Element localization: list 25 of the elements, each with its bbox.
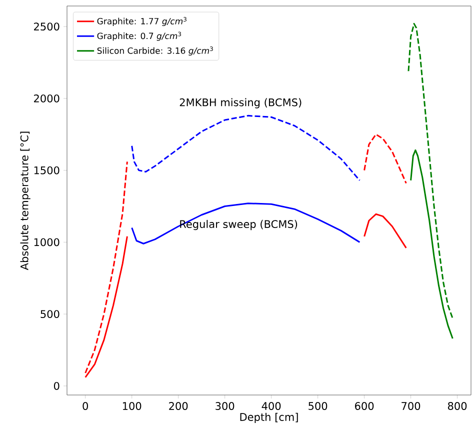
x-axis-title: Depth [cm] <box>240 412 298 423</box>
x-tick-label: 100 <box>122 402 142 410</box>
x-tick-label: 600 <box>355 402 374 410</box>
y-tick-label: 1000 <box>34 238 60 246</box>
x-tick-label: 800 <box>448 402 467 410</box>
x-tick-label: 0 <box>82 402 88 410</box>
legend-label: Graphite: 1.77 g/cm$^{3}$ <box>97 16 186 26</box>
legend-label: Graphite: 0.7 g/cm$^{3}$ <box>97 32 182 41</box>
x-tick-label: 400 <box>262 402 281 410</box>
x-tick-label: 500 <box>308 402 328 410</box>
y-tick-label: 2500 <box>34 22 60 30</box>
x-tick-label: 200 <box>169 402 188 410</box>
legend-label: Silicon Carbide: 3.16 g/cm$^{3}$ <box>97 46 213 56</box>
y-tick-label: 2000 <box>34 94 60 102</box>
y-tick-label: 500 <box>40 310 60 318</box>
line-series <box>131 202 360 244</box>
x-tick-label: 700 <box>402 402 420 410</box>
y-tick-label: 1500 <box>34 166 60 174</box>
line-series <box>410 149 454 340</box>
x-tick-label: 300 <box>216 402 234 410</box>
annotation: 2MKBH missing (BCMS) <box>180 98 302 108</box>
y-axis-title: Absolute temperature [°C] <box>20 132 30 270</box>
y-tick-label: 0 <box>54 382 60 390</box>
line-series <box>408 22 454 319</box>
annotation: Regular sweep (BCMS) <box>180 220 298 230</box>
